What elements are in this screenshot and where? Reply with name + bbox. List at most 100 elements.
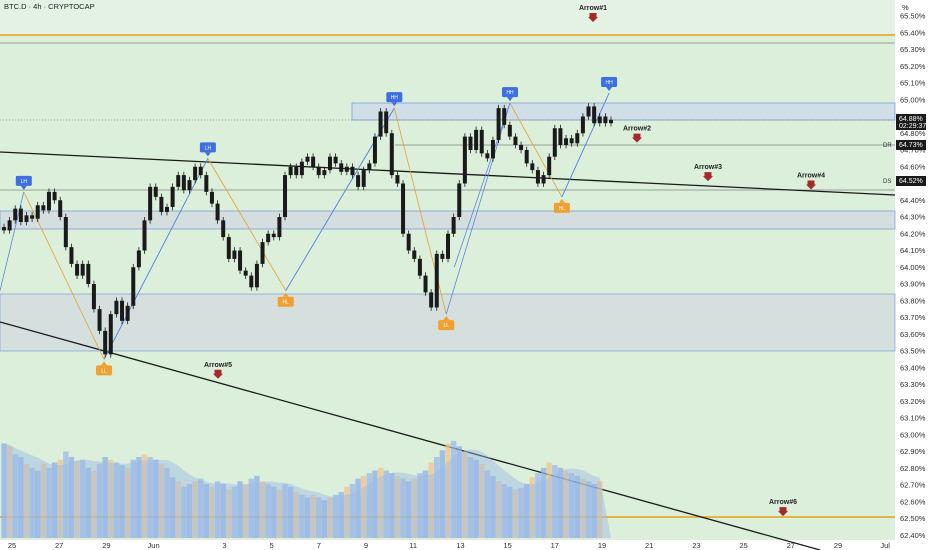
time-tick: 7 (317, 541, 321, 550)
candle (535, 166, 540, 187)
candle (412, 247, 417, 263)
pivot-low-marker[interactable]: HL (553, 198, 570, 213)
pivot-label: LL (443, 323, 449, 329)
volume-bar (529, 477, 536, 538)
pivot-high-marker[interactable]: HH (601, 77, 618, 92)
candle (13, 205, 18, 224)
middle-zone[interactable] (0, 210, 896, 230)
candle (86, 260, 91, 288)
time-axis-panel (0, 540, 932, 550)
candle (277, 213, 282, 241)
time-axis[interactable]: 25 27 29 Jun 3 5 7 9 11 13 15 17 19 21 23 25 27 29 Jul (8, 541, 890, 550)
arrow-annotation[interactable]: Arrow#6 (769, 499, 797, 517)
price-tick: 65.30% (900, 45, 926, 54)
candle (603, 113, 608, 127)
candle (513, 133, 518, 149)
candle (204, 171, 209, 196)
candle (226, 233, 231, 263)
arrow-annotation[interactable]: Arrow#3 (694, 164, 722, 182)
pivot-label: HH (506, 90, 514, 96)
time-tick: 27 (787, 541, 795, 550)
price-tick: 63.40% (900, 363, 926, 372)
volume-bar (563, 470, 569, 538)
volume-bar (411, 478, 417, 538)
candle (271, 230, 276, 241)
candle (541, 171, 546, 187)
volume-bar (40, 463, 47, 538)
volume-bar (248, 478, 254, 538)
arrow-annotation[interactable]: Arrow#4 (797, 173, 825, 190)
volume-bar (63, 451, 69, 538)
pivot-low-marker[interactable]: LL (438, 316, 455, 331)
volume-bar (265, 484, 271, 538)
candle (7, 217, 12, 234)
candle (181, 171, 186, 194)
candle (434, 250, 439, 311)
volume-bar (287, 486, 294, 538)
current-price-label: 64.88% (899, 116, 923, 123)
volume-bar (377, 467, 384, 538)
pivot-high-marker[interactable]: LH (199, 142, 216, 157)
candle (288, 163, 293, 179)
candle (41, 201, 46, 214)
price-tick: 65.40% (900, 28, 926, 37)
candle (389, 129, 394, 179)
volume-bar (507, 486, 513, 538)
pivot-high-marker[interactable]: HH (501, 87, 518, 102)
volume-bar (540, 467, 547, 538)
pivot-high-marker[interactable]: LH (15, 175, 32, 190)
arrow-annotation[interactable]: Arrow#1 (579, 5, 607, 22)
volume-bar (1, 443, 7, 538)
volume-bar (237, 481, 243, 538)
price-tick: 63.10% (900, 414, 926, 423)
volume-bar (552, 465, 558, 538)
price-tick: 64.60% (900, 162, 926, 171)
volume-bar (361, 475, 367, 538)
candle (97, 305, 102, 335)
volume-bar (310, 494, 316, 538)
candle (187, 176, 192, 194)
candle (586, 103, 591, 120)
candle (524, 146, 529, 167)
arrow-annotation[interactable]: Arrow#5 (204, 362, 232, 379)
time-tick: 5 (270, 541, 274, 550)
candle (311, 153, 316, 171)
arrow-annotations: Arrow#1 Arrow#2 Arrow#3 Arrow#4 Arrow#5 Arrow… (204, 5, 825, 517)
price-tick: 63.50% (900, 347, 926, 356)
candle (468, 133, 473, 154)
upper-trendline[interactable] (0, 151, 896, 196)
candle (103, 327, 108, 358)
volume-bar (271, 486, 277, 538)
pivot-label: LL (101, 368, 107, 374)
candle (457, 180, 462, 221)
symbol-header[interactable]: BTC.D · 4h · CRYPTOCAP (4, 2, 95, 11)
volume-bar (535, 473, 541, 538)
volume-bar (12, 454, 18, 538)
pivot-low-marker[interactable]: HL (277, 292, 294, 307)
candle (316, 163, 321, 179)
time-tick: 23 (692, 541, 700, 550)
volume-bar (344, 486, 350, 538)
candle (367, 160, 372, 174)
candle (519, 141, 524, 154)
pattern-leg (509, 102, 563, 198)
lower-trendline[interactable] (0, 321, 821, 550)
volume-bar (299, 494, 305, 538)
candle (558, 124, 563, 149)
pivot-high-marker[interactable]: HH (386, 92, 403, 107)
candle (63, 213, 68, 251)
volume-bar (417, 473, 423, 538)
candle (30, 211, 35, 223)
resistance-zone[interactable] (351, 102, 896, 121)
candle (125, 302, 130, 325)
pivot-low-marker[interactable]: LL (96, 361, 113, 376)
time-tick: 29 (102, 541, 110, 550)
candle (575, 129, 580, 147)
candle (547, 153, 552, 179)
time-tick: 17 (551, 541, 559, 550)
arrow-down-icon (588, 13, 598, 22)
arrow-down-icon (213, 369, 223, 379)
dr-tag: DR (883, 143, 892, 149)
arrow-annotation[interactable]: Arrow#2 (623, 126, 651, 143)
